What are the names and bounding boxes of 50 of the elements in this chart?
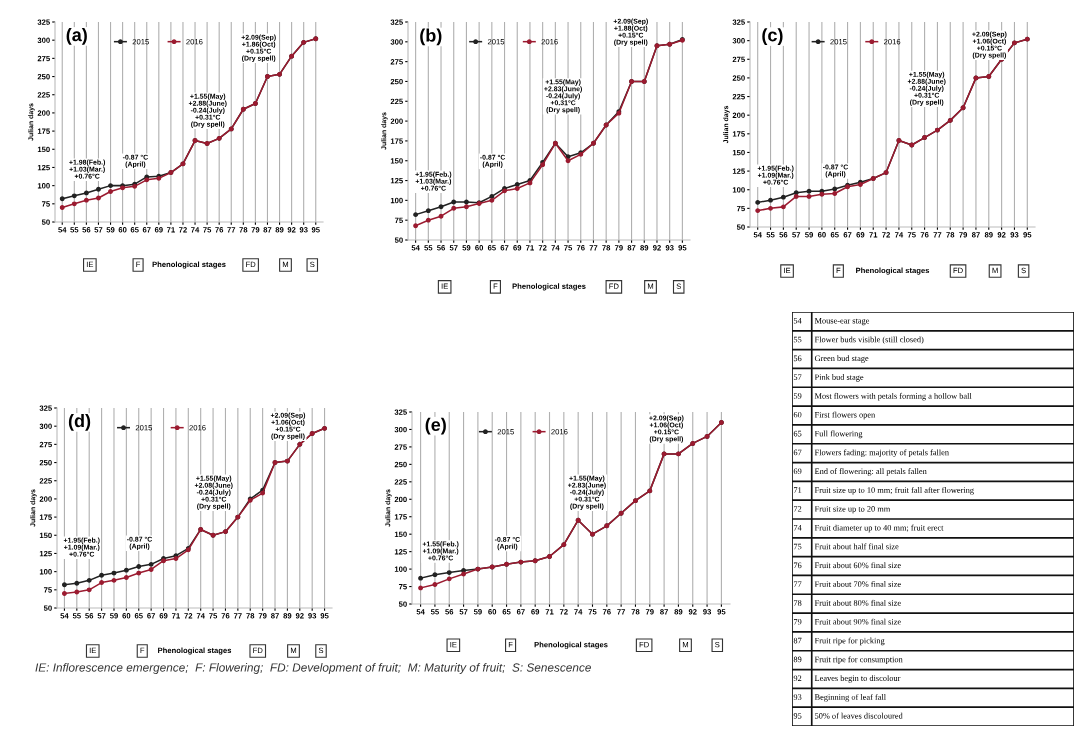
category-label: 59 xyxy=(793,393,802,399)
text: Fruit size up to 20 mm xyxy=(814,506,891,514)
chart-title: (a) xyxy=(66,28,87,45)
category-label: 54 xyxy=(793,317,802,324)
text: Fruit diameter up to 40 mm; fruit erect xyxy=(814,524,944,533)
text: Fruit about 80% final size xyxy=(814,599,901,606)
text: Fruit ripe for picking xyxy=(814,637,885,646)
text: Fruit about half final size xyxy=(814,543,899,550)
text: Mouse-ear stage xyxy=(814,317,870,326)
text: Full flowering xyxy=(814,430,863,439)
category-label: 76 xyxy=(793,562,802,569)
text: First flowers open xyxy=(814,411,876,420)
category-label: 67 xyxy=(793,449,802,456)
category-label: 69 xyxy=(793,468,802,475)
category-label: 77 xyxy=(793,581,802,587)
chart-title: (c) xyxy=(762,28,783,45)
text: Fruit size up to 10 mm; fruit fall after flowering xyxy=(814,486,974,495)
category-label: 89 xyxy=(793,656,802,663)
category-label: 92 xyxy=(793,675,802,682)
text: Flower buds visible (still closed) xyxy=(814,336,924,345)
text: IE: Inflorescence emergence; F: Flowering; FD: Development of fruit; M: Maturity of fruit; S: Senescence xyxy=(35,663,591,675)
text: End of flowering: all petals fallen xyxy=(814,468,927,476)
category-label: 56 xyxy=(793,355,802,362)
category-label: 87 xyxy=(793,637,802,644)
category-label: 95 xyxy=(793,713,802,719)
text: Fruit ripe for consumption xyxy=(814,656,903,664)
text: Leaves begin to discolour xyxy=(814,675,901,683)
text: Green bud stage xyxy=(814,355,869,363)
category-label: 55 xyxy=(793,336,802,343)
chart-title: (e) xyxy=(425,417,446,435)
text: Fruit about 90% final size xyxy=(814,618,901,625)
category-label: 78 xyxy=(793,600,802,606)
category-label: 75 xyxy=(793,543,802,550)
chart-title: (d) xyxy=(68,414,91,431)
text: Pink bud stage xyxy=(814,374,864,382)
text: Fruit about 60% final size xyxy=(814,562,901,569)
text: Most flowers with petals forming a hollow ball xyxy=(814,392,972,401)
category-label: 74 xyxy=(793,524,802,531)
text: Beginning of leaf fall xyxy=(814,693,886,702)
category-label: 72 xyxy=(793,506,802,512)
category-label: 79 xyxy=(793,618,802,625)
chart-title: (b) xyxy=(420,28,442,46)
text: Flowers fading: majority of petals fallen xyxy=(814,449,949,457)
category-label: 71 xyxy=(793,487,802,493)
text: 50% of leaves discoloured xyxy=(815,712,903,719)
category-label: 57 xyxy=(793,374,802,380)
category-label: 65 xyxy=(793,430,802,437)
text: Fruit about 70% final size xyxy=(814,581,901,587)
category-label: 93 xyxy=(793,694,802,700)
category-label: 60 xyxy=(793,411,802,418)
